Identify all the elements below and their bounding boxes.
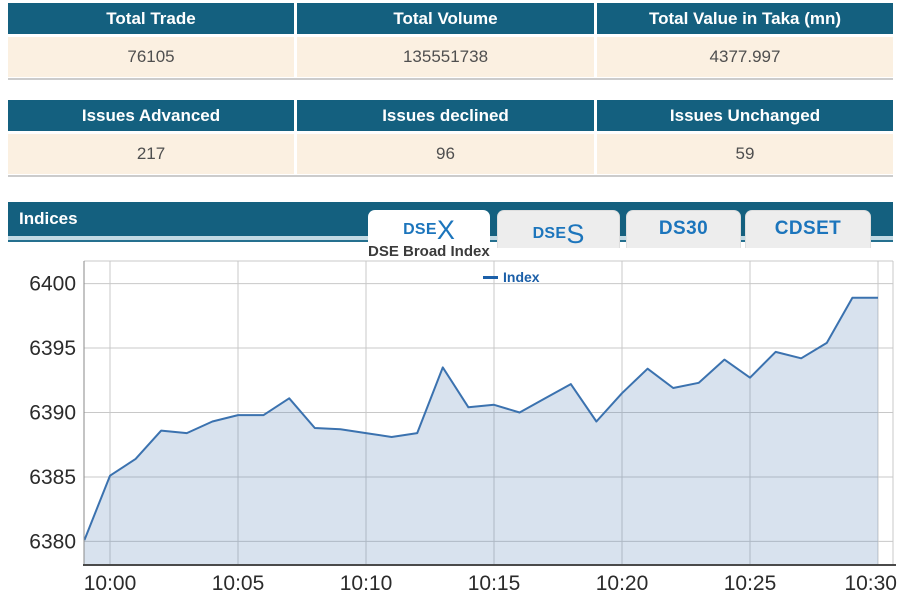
total-trade-value: 76105 xyxy=(8,37,294,77)
svg-text:6380: 6380 xyxy=(29,530,76,553)
trade-summary-value-row: 76105 135551738 4377.997 xyxy=(8,37,893,80)
legend-label: Index xyxy=(503,269,540,285)
issues-advanced-value: 217 xyxy=(8,134,294,174)
tab-cdset[interactable]: CDSET xyxy=(745,210,871,248)
tab-cdset-label: CDSET xyxy=(774,218,842,239)
tab-dsex-label-big: X xyxy=(436,215,455,245)
svg-text:10:00: 10:00 xyxy=(84,572,137,595)
issues-summary-value-row: 217 96 59 xyxy=(8,134,893,177)
column-header: Total Value in Taka (mn) xyxy=(597,3,893,34)
column-header: Issues Advanced xyxy=(8,100,294,131)
svg-text:6390: 6390 xyxy=(29,402,76,425)
svg-text:10:20: 10:20 xyxy=(596,572,649,595)
trade-summary-header-row: Total Trade Total Volume Total Value in … xyxy=(8,3,893,34)
tab-ds30-label: DS30 xyxy=(658,218,709,239)
indices-title: Indices xyxy=(19,209,78,228)
column-header: Issues Unchanged xyxy=(597,100,893,131)
svg-text:6395: 6395 xyxy=(29,337,76,360)
column-header: Issues declined xyxy=(297,100,594,131)
svg-text:10:15: 10:15 xyxy=(468,572,521,595)
legend-line-swatch xyxy=(483,275,498,279)
total-volume-value: 135551738 xyxy=(297,37,594,77)
chart-legend: Index xyxy=(483,269,540,285)
svg-text:6385: 6385 xyxy=(29,466,76,489)
column-header: Total Trade xyxy=(8,3,294,34)
svg-text:10:05: 10:05 xyxy=(212,572,265,595)
issues-declined-value: 96 xyxy=(297,134,594,174)
svg-text:10:10: 10:10 xyxy=(340,572,393,595)
tab-dsex-label-small: DSE xyxy=(403,221,437,238)
chart-title: DSE Broad Index xyxy=(368,243,490,260)
svg-text:10:30: 10:30 xyxy=(844,572,897,595)
tab-dsex[interactable]: DSE X xyxy=(368,210,490,253)
issues-summary-header-row: Issues Advanced Issues declined Issues U… xyxy=(8,100,893,131)
trade-summary-table: Total Trade Total Volume Total Value in … xyxy=(8,3,893,80)
column-header: Total Volume xyxy=(297,3,594,34)
svg-text:6400: 6400 xyxy=(29,273,76,296)
issues-summary-table: Issues Advanced Issues declined Issues U… xyxy=(8,100,893,177)
tab-dses-label-big: S xyxy=(566,219,585,249)
svg-text:10:25: 10:25 xyxy=(724,572,777,595)
tab-dses[interactable]: DSE S xyxy=(497,210,620,248)
tab-ds30[interactable]: DS30 xyxy=(626,210,741,248)
tab-dses-label-small: DSE xyxy=(532,225,567,242)
total-value-taka: 4377.997 xyxy=(597,37,893,77)
issues-unchanged-value: 59 xyxy=(597,134,893,174)
